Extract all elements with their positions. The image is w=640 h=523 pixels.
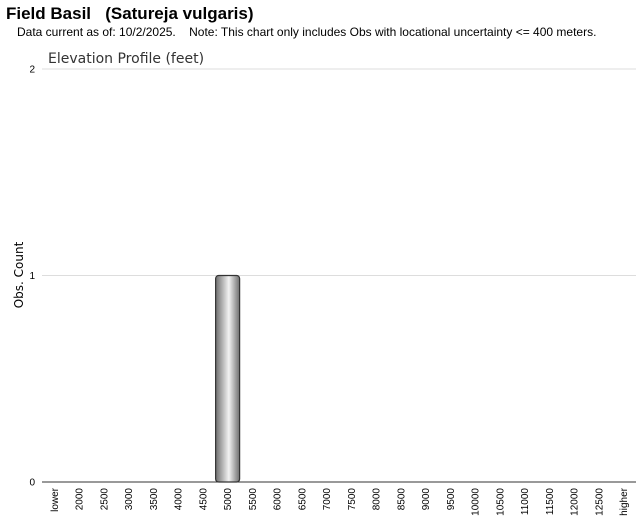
x-tick-label: 9500 [446, 488, 457, 511]
page-title: Field Basil (Satureja vulgaris) [6, 4, 254, 23]
y-tick-label: 2 [29, 65, 35, 76]
x-tick-label: 2500 [99, 488, 110, 511]
x-tick-label: 5000 [223, 488, 234, 511]
x-tick-label: 7500 [347, 488, 358, 511]
data-note: Data current as of: 10/2/2025. Note: Thi… [17, 25, 597, 39]
x-tick-label: 4000 [174, 488, 185, 511]
x-tick-label: 10000 [471, 488, 482, 516]
x-tick-label: 10500 [495, 488, 506, 516]
x-tick-label: lower [50, 487, 61, 512]
y-tick-label: 0 [29, 478, 35, 489]
x-tick-label: 12500 [594, 488, 605, 516]
x-tick-label: 6000 [273, 488, 284, 511]
x-tick-label: 11000 [520, 488, 531, 516]
x-tick-label: 7000 [322, 488, 333, 511]
grid-lines [42, 68, 636, 276]
x-tick-label: 3500 [149, 488, 160, 511]
x-tick-label: 8500 [396, 488, 407, 511]
x-ticks: lower 2000 2500 3000 3500 4000 4500 5000 5500 600… [50, 487, 630, 515]
chart-title: Elevation Profile (feet) [48, 51, 204, 67]
x-tick-label: 5500 [248, 488, 259, 511]
y-ticks: 0 1 2 [29, 65, 35, 489]
bars [215, 274, 241, 483]
x-tick-label: 11500 [545, 488, 556, 516]
x-tick-label: 9000 [421, 488, 432, 511]
x-tick-label: higher [619, 487, 630, 515]
x-tick-label: 12000 [570, 488, 581, 516]
x-tick-label: 2000 [75, 488, 86, 511]
y-tick-label: 1 [29, 271, 35, 282]
x-tick-label: 8000 [372, 488, 383, 511]
x-tick-label: 3000 [124, 488, 135, 511]
x-tick-label: 4500 [198, 488, 209, 511]
y-axis-label: Obs. Count [12, 241, 26, 308]
bar-5000 [215, 274, 241, 483]
x-tick-label: 6500 [297, 488, 308, 511]
